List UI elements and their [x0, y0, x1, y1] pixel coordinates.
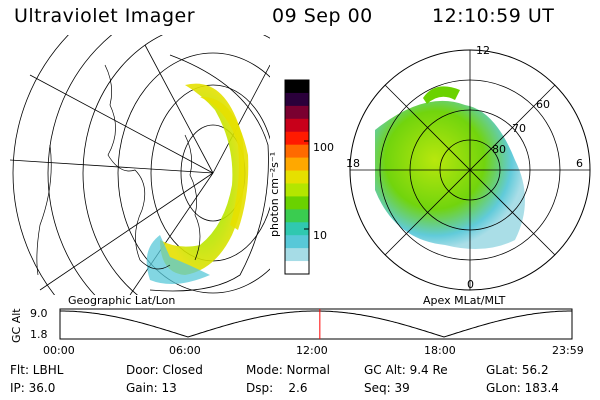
- alt-ytick-min: 1.8: [30, 328, 48, 341]
- glat-info: GLat: 56.2: [486, 363, 549, 377]
- altitude-plot: [59, 308, 573, 340]
- colorbar-band: [285, 196, 309, 210]
- alt-xtick-0600: 06:00: [169, 344, 201, 357]
- mlt-label-18: 18: [346, 157, 360, 170]
- colorbar-band: [285, 118, 309, 133]
- colorbar: [284, 79, 310, 275]
- alt-xtick-1200: 12:00: [296, 344, 328, 357]
- colorbar-label: photon cm⁻²s⁻¹: [268, 151, 281, 237]
- alt-xtick-0000: 00:00: [43, 344, 75, 357]
- colorbar-band: [285, 170, 309, 184]
- aurora-bright-arc: [200, 96, 249, 230]
- geo-panel-label: Geographic Lat/Lon: [68, 294, 176, 307]
- colorbar-band: [285, 144, 309, 159]
- mlat-label-70: 70: [512, 122, 526, 135]
- polar-panel-label: Apex MLat/MLT: [423, 294, 506, 307]
- colorbar-tick-10: 10: [313, 229, 327, 242]
- aurora-diffuse: [146, 235, 210, 284]
- alt-xtick-1800: 18:00: [424, 344, 456, 357]
- ip-info: IP: 36.0: [10, 381, 56, 395]
- mlt-label-6: 6: [576, 157, 583, 170]
- colorbar-band: [285, 235, 309, 249]
- altitude-curve: [60, 310, 572, 338]
- date-label: 09 Sep 00: [272, 5, 373, 27]
- colorbar-band: [285, 92, 309, 107]
- colorbar-tick-100: 100: [313, 141, 334, 154]
- mlt-label-12: 12: [476, 44, 490, 57]
- mlat-label-80: 80: [492, 143, 506, 156]
- geographic-map: [10, 35, 270, 295]
- colorbar-band: [285, 183, 309, 197]
- dsp-info: Dsp: 2.6: [246, 381, 308, 395]
- earth-limb: [149, 54, 269, 292]
- mlt-label-0: 0: [467, 278, 474, 291]
- time-label: 12:10:59 UT: [432, 5, 555, 27]
- alt-plot-ylabel: GC Alt: [10, 308, 23, 343]
- filter-info: Flt: LBHL: [10, 363, 64, 377]
- colorbar-band: [285, 248, 309, 262]
- mlat-label-60: 60: [536, 98, 550, 111]
- polar-aurora: [375, 100, 525, 249]
- colorbar-band: [285, 80, 309, 94]
- instrument-title: Ultraviolet Imager: [14, 5, 196, 27]
- polar-grid: [349, 49, 591, 291]
- coastline: [36, 144, 52, 276]
- colorbar-band: [285, 261, 309, 275]
- glon-info: GLon: 183.4: [486, 381, 559, 395]
- mode-info: Mode: Normal: [246, 363, 330, 377]
- seq-info: Seq: 39: [364, 381, 410, 395]
- colorbar-band: [285, 209, 309, 223]
- coastline: [104, 64, 171, 270]
- polar-plot: [349, 49, 591, 291]
- colorbar-band: [285, 105, 309, 120]
- colorbar-band: [285, 131, 309, 146]
- gc-alt-info: GC Alt: 9.4 Re: [364, 363, 448, 377]
- alt-xtick-2359: 23:59: [552, 344, 584, 357]
- colorbar-band: [285, 157, 309, 172]
- polar-aurora-arc: [423, 86, 460, 104]
- colorbar-border: [284, 79, 310, 275]
- colorbar-band: [285, 222, 309, 236]
- coastline: [184, 134, 201, 261]
- alt-ytick-max: 9.0: [30, 307, 48, 320]
- gain-info: Gain: 13: [126, 381, 177, 395]
- door-info: Door: Closed: [126, 363, 203, 377]
- aurora-oval: [160, 83, 245, 275]
- geo-grid: [10, 35, 270, 295]
